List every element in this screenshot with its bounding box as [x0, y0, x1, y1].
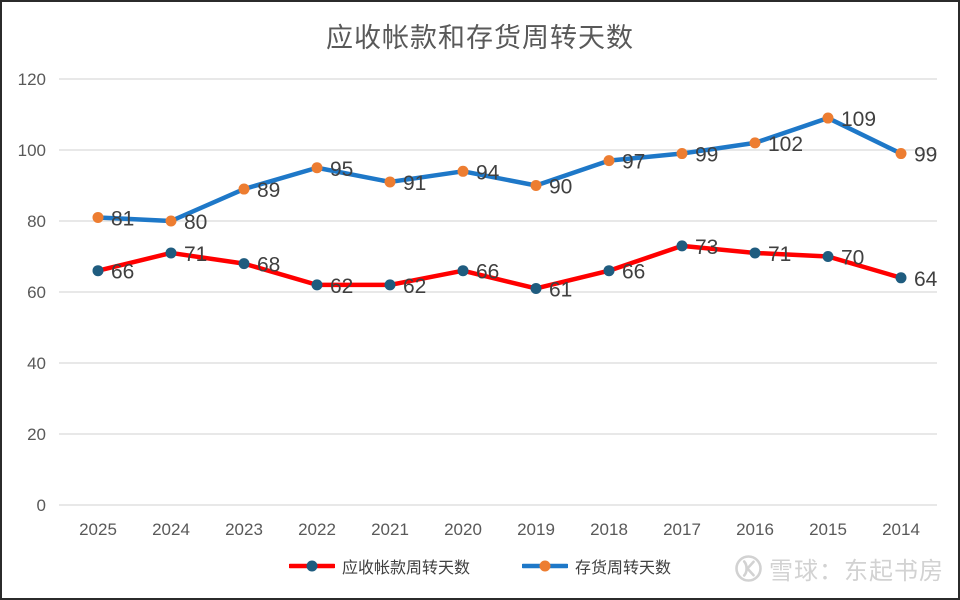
svg-text:66: 66: [622, 261, 645, 284]
svg-text:71: 71: [768, 243, 791, 266]
svg-text:102: 102: [768, 133, 803, 156]
legend-label: 存货周转天数: [575, 560, 672, 577]
legend-line-marker-icon: [288, 560, 335, 572]
svg-text:66: 66: [111, 261, 134, 284]
svg-text:2025: 2025: [79, 520, 117, 539]
svg-text:66: 66: [476, 261, 499, 284]
svg-text:2022: 2022: [298, 520, 336, 539]
svg-text:61: 61: [549, 278, 572, 301]
legend-item-receivable-days: 应收帐款周转天数: [288, 554, 470, 578]
xueqiu-logo-icon: [735, 555, 762, 582]
chart-legend: 应收帐款周转天数 存货周转天数: [2, 554, 958, 578]
svg-text:2023: 2023: [225, 520, 263, 539]
svg-text:71: 71: [184, 243, 207, 266]
svg-text:2016: 2016: [736, 520, 774, 539]
svg-text:70: 70: [841, 247, 864, 270]
watermark: 雪球：东起书房: [734, 551, 944, 586]
svg-text:99: 99: [695, 144, 718, 167]
svg-text:99: 99: [914, 144, 937, 167]
svg-text:62: 62: [330, 275, 353, 298]
svg-text:0: 0: [37, 496, 46, 515]
legend-label: 应收帐款周转天数: [341, 560, 470, 577]
svg-text:2015: 2015: [809, 520, 847, 539]
svg-text:60: 60: [27, 283, 46, 302]
svg-text:73: 73: [695, 236, 718, 259]
svg-text:90: 90: [549, 176, 572, 199]
svg-text:100: 100: [18, 141, 46, 160]
svg-text:20: 20: [27, 425, 46, 444]
svg-text:80: 80: [27, 212, 46, 231]
svg-text:2019: 2019: [517, 520, 555, 539]
svg-text:62: 62: [403, 275, 426, 298]
legend-line-marker-icon: [522, 560, 568, 572]
svg-text:2014: 2014: [882, 520, 920, 539]
svg-text:2018: 2018: [590, 520, 628, 539]
legend-item-inventory-days: 存货周转天数: [522, 554, 671, 578]
svg-text:91: 91: [403, 172, 426, 195]
svg-text:2017: 2017: [663, 520, 701, 539]
svg-text:97: 97: [622, 151, 645, 174]
svg-text:68: 68: [257, 254, 280, 277]
svg-text:2024: 2024: [152, 520, 190, 539]
watermark-text: 雪球：东起书房: [769, 558, 944, 585]
svg-text:120: 120: [18, 70, 46, 89]
svg-text:2021: 2021: [371, 520, 409, 539]
svg-text:2020: 2020: [444, 520, 482, 539]
svg-text:40: 40: [27, 354, 46, 373]
svg-text:81: 81: [111, 207, 134, 230]
svg-text:95: 95: [330, 158, 353, 181]
svg-text:64: 64: [914, 268, 938, 291]
svg-text:89: 89: [257, 179, 280, 202]
svg-text:94: 94: [476, 161, 500, 184]
svg-text:109: 109: [841, 108, 876, 131]
svg-text:80: 80: [184, 211, 207, 234]
chart-title: 应收帐款和存货周转天数: [326, 23, 634, 53]
